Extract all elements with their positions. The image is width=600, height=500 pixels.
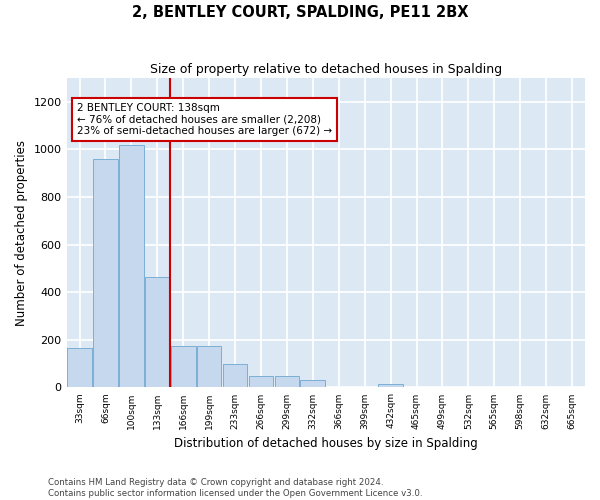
Bar (223, 364, 247, 388)
Bar (145, 276, 170, 388)
Text: 2, BENTLEY COURT, SPALDING, PE11 2BX: 2, BENTLEY COURT, SPALDING, PE11 2BX (132, 5, 468, 20)
Bar (67, 348, 92, 388)
Bar (248, 376, 273, 388)
Bar (93, 159, 118, 388)
Text: 2 BENTLEY COURT: 138sqm
← 76% of detached houses are smaller (2,208)
23% of semi: 2 BENTLEY COURT: 138sqm ← 76% of detache… (77, 103, 332, 136)
Bar (171, 346, 196, 388)
Bar (275, 376, 299, 388)
Bar (378, 384, 403, 388)
Bar (197, 346, 221, 388)
X-axis label: Distribution of detached houses by size in Spalding: Distribution of detached houses by size … (174, 437, 478, 450)
Title: Size of property relative to detached houses in Spalding: Size of property relative to detached ho… (150, 62, 502, 76)
Text: Contains HM Land Registry data © Crown copyright and database right 2024.
Contai: Contains HM Land Registry data © Crown c… (48, 478, 422, 498)
Y-axis label: Number of detached properties: Number of detached properties (15, 140, 28, 326)
Bar (301, 380, 325, 388)
Bar (119, 144, 143, 388)
